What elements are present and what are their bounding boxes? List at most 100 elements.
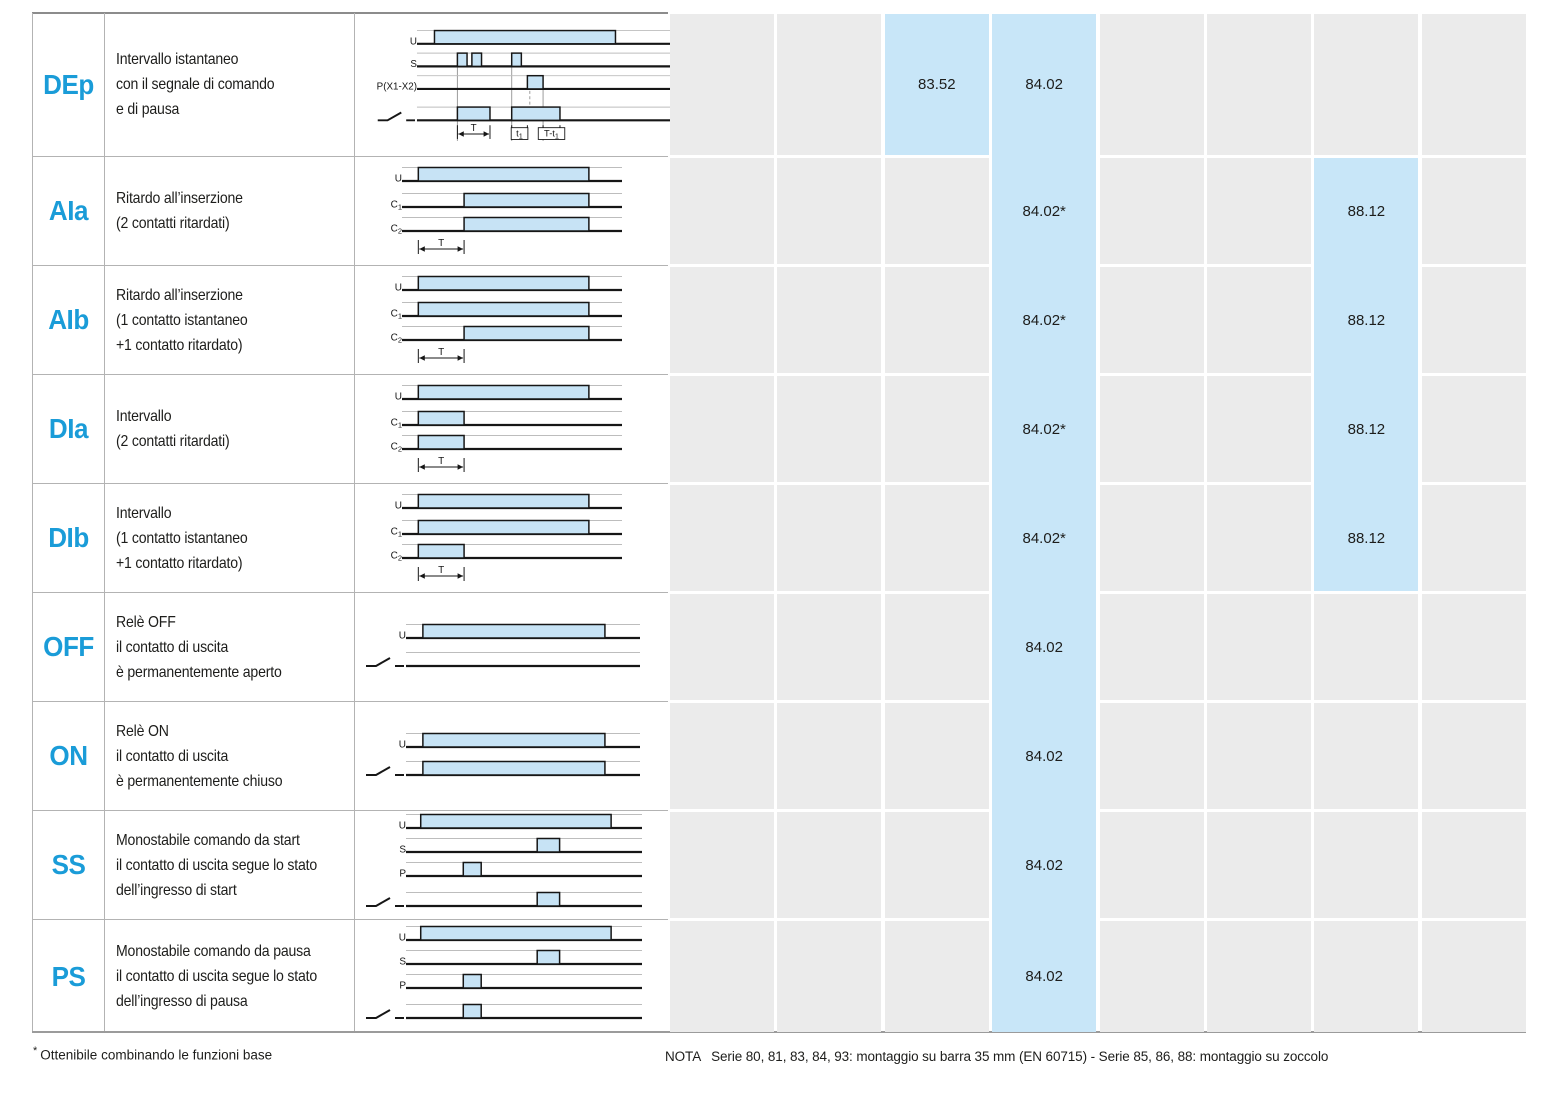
note: NOTA Serie 80, 81, 83, 84, 93: montaggio … (665, 1049, 1328, 1064)
svg-text:C2: C2 (391, 224, 402, 236)
svg-text:C1: C1 (391, 527, 402, 539)
svg-text:U: U (395, 174, 402, 185)
grid-cell (777, 158, 882, 264)
part-number-cell: 88.12 (1314, 485, 1419, 591)
highlight-column-connector (992, 591, 1097, 594)
grid-cell (670, 14, 774, 155)
grid-cell (777, 594, 882, 700)
grid-cell (1207, 267, 1311, 373)
timing-diagram-svg: U C1 C2 T (391, 384, 622, 472)
timing-diagram: U C1 C2 T (364, 376, 674, 482)
grid-cell (884, 267, 989, 373)
grid-cell (1314, 14, 1419, 155)
part-number-cell: 88.12 (1314, 376, 1419, 482)
grid-cell (670, 921, 774, 1032)
function-code-off: OFF (43, 631, 94, 662)
table-bottom-border (32, 1031, 1526, 1033)
function-code-ss: SS (51, 849, 86, 880)
highlight-column-connector (992, 373, 1097, 376)
function-code-aia: AIa (48, 195, 89, 226)
function-code-aib: AIb (48, 304, 89, 335)
timing-diagram: U (364, 594, 674, 700)
grid-cell (1314, 921, 1419, 1032)
grid-cell (777, 376, 882, 482)
svg-text:U: U (399, 821, 406, 832)
timing-diagram-svg: U C1 C2 T (391, 275, 622, 363)
grid-cell (1207, 703, 1311, 809)
function-description: Ritardo all’inserzione (2 contatti ritar… (116, 190, 243, 232)
grid-cell (884, 485, 989, 591)
svg-text:C1: C1 (391, 309, 402, 321)
grid-cell (1099, 485, 1204, 591)
footnote: * Ottenibile combinando le funzioni base (33, 1045, 272, 1063)
timing-diagram: U S P (364, 921, 674, 1032)
highlight-column-connector (1314, 373, 1419, 376)
grid-cell (777, 812, 882, 918)
row-separator (32, 374, 668, 375)
grid-cell (1099, 921, 1204, 1032)
grid-cell (1099, 14, 1204, 155)
footnote-marker: * (33, 1045, 38, 1057)
grid-cell (1207, 376, 1311, 482)
svg-text:T: T (438, 347, 444, 358)
row-separator (32, 265, 668, 266)
svg-text:U: U (395, 501, 402, 512)
part-number-cell: 84.02 (992, 703, 1097, 809)
grid-cell (777, 703, 882, 809)
grid-cell (1421, 158, 1526, 264)
timing-diagram: U S P (364, 812, 674, 918)
contact-switch-icon (366, 897, 404, 907)
grid-cell (1421, 812, 1526, 918)
grid-cell (1207, 594, 1311, 700)
grid-cell (670, 485, 774, 591)
contact-switch-icon (366, 1008, 404, 1019)
svg-text:U: U (399, 631, 406, 642)
timing-diagram-svg: U (366, 732, 640, 777)
function-description: Relè OFF il contatto di uscita è permane… (116, 613, 282, 681)
grid-cell (670, 158, 774, 264)
part-number-cell: 84.02 (992, 14, 1097, 155)
grid-cell (884, 921, 989, 1032)
svg-text:S: S (399, 956, 406, 967)
svg-text:U: U (395, 392, 402, 403)
timing-diagram-svg: U S P (366, 925, 642, 1019)
grid-cell (1099, 267, 1204, 373)
svg-text:P: P (399, 869, 406, 880)
svg-text:T: T (438, 238, 444, 249)
svg-text:S: S (410, 58, 417, 69)
part-number-cell: 84.02* (992, 158, 1097, 264)
highlight-column-connector (992, 918, 1097, 921)
row-separator (32, 919, 668, 920)
grid-cell (777, 921, 882, 1032)
function-description: Monostabile comando da pausa il contatto… (116, 943, 318, 1010)
grid-cell (777, 485, 882, 591)
part-number-cell: 88.12 (1314, 158, 1419, 264)
svg-text:P(X1-X2): P(X1-X2) (377, 81, 417, 92)
svg-text:t1: t1 (516, 128, 523, 140)
function-description: Relè ON il contatto di uscita è permanen… (116, 722, 283, 790)
row-separator (32, 156, 668, 157)
note-text: Serie 80, 81, 83, 84, 93: montaggio su b… (711, 1049, 1329, 1064)
grid-cell (1207, 14, 1311, 155)
grid-cell (670, 703, 774, 809)
grid-cell (1421, 921, 1526, 1032)
function-code-ps: PS (51, 960, 86, 992)
grid-cell (884, 376, 989, 482)
part-number-cell: 84.02 (992, 594, 1097, 700)
part-number-cell: 84.02 (992, 921, 1097, 1032)
svg-text:P: P (399, 980, 406, 991)
table-left-border (32, 13, 33, 1031)
svg-text:C1: C1 (391, 200, 402, 212)
grid-cell (1207, 812, 1311, 918)
timing-diagram: U C1 C2 T (364, 267, 674, 373)
function-description: Monostabile comando da start il contatto… (116, 831, 318, 899)
svg-text:C2: C2 (391, 333, 402, 345)
highlight-column-connector (1314, 482, 1419, 485)
table-top-border (32, 12, 668, 14)
grid-cell (1207, 158, 1311, 264)
grid-cell (670, 812, 774, 918)
grid-cell (670, 267, 774, 373)
svg-text:S: S (399, 845, 406, 856)
